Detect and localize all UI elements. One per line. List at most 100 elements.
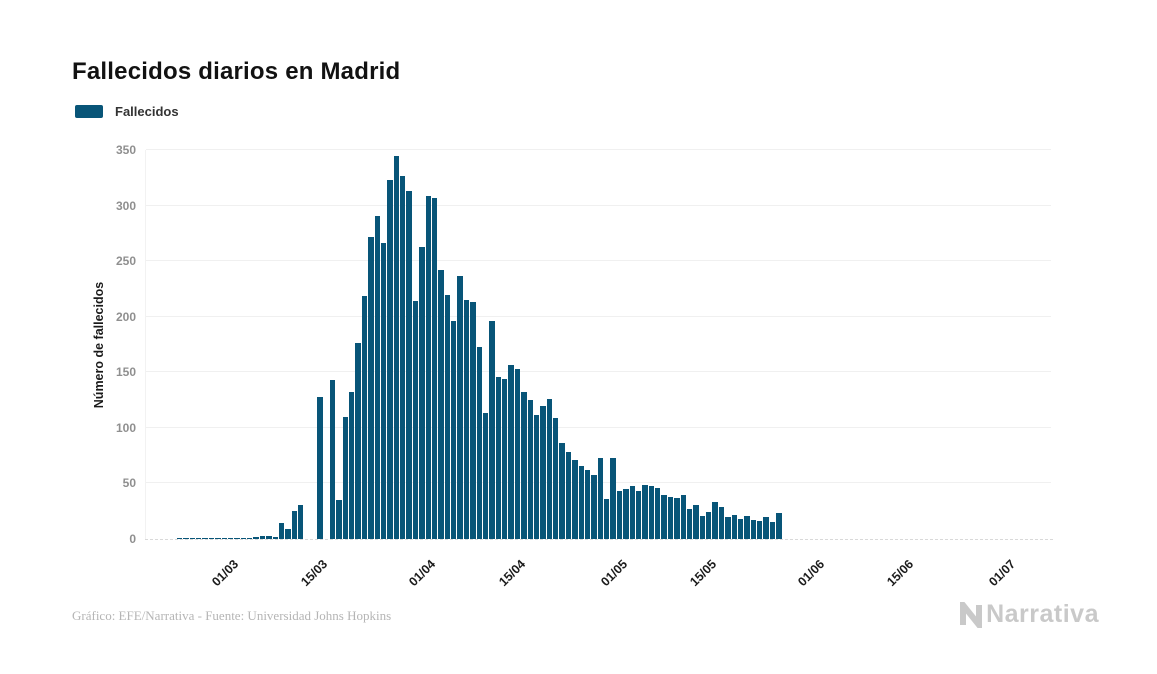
bar[interactable]	[629, 485, 635, 539]
bar[interactable]	[635, 491, 642, 539]
bar[interactable]	[533, 414, 540, 539]
bar[interactable]	[616, 491, 623, 539]
bar[interactable]	[502, 378, 508, 539]
bar[interactable]	[648, 485, 654, 539]
bar[interactable]	[642, 484, 648, 539]
bar[interactable]	[744, 515, 750, 539]
bar[interactable]	[578, 465, 584, 539]
bar[interactable]	[527, 400, 533, 539]
bar[interactable]	[757, 521, 763, 539]
bar[interactable]	[400, 175, 406, 539]
bar[interactable]	[686, 509, 693, 539]
bar[interactable]	[750, 520, 756, 539]
bar[interactable]	[266, 535, 272, 539]
legend-item-fallecidos[interactable]: Fallecidos	[75, 104, 179, 119]
bar[interactable]	[247, 537, 253, 539]
bar[interactable]	[196, 537, 202, 539]
bar[interactable]	[559, 443, 565, 539]
bar[interactable]	[176, 537, 183, 539]
bar[interactable]	[725, 516, 731, 539]
bar[interactable]	[272, 536, 278, 539]
bar[interactable]	[463, 300, 470, 539]
bar[interactable]	[240, 537, 246, 539]
bar[interactable]	[769, 522, 776, 539]
bar[interactable]	[380, 243, 387, 539]
bar[interactable]	[183, 537, 189, 539]
bar[interactable]	[202, 537, 208, 539]
bar[interactable]	[234, 537, 240, 539]
bar[interactable]	[451, 321, 457, 539]
bar[interactable]	[349, 392, 355, 539]
bar[interactable]	[674, 497, 680, 539]
bar[interactable]	[553, 417, 559, 539]
source-credit: Gráfico: EFE/Narrativa - Fuente: Univers…	[72, 608, 392, 623]
bar[interactable]	[699, 515, 705, 539]
bar[interactable]	[693, 504, 699, 539]
bar[interactable]	[610, 457, 616, 539]
bar[interactable]	[298, 504, 304, 539]
bar[interactable]	[387, 180, 393, 539]
bar[interactable]	[604, 499, 610, 539]
bar[interactable]	[737, 519, 744, 539]
bar[interactable]	[368, 236, 374, 539]
bar[interactable]	[393, 155, 399, 539]
bar[interactable]	[623, 489, 629, 539]
bar[interactable]	[253, 536, 259, 539]
narrativa-logo: Narrativa	[958, 600, 1099, 629]
bar[interactable]	[565, 452, 572, 539]
bar[interactable]	[336, 500, 342, 539]
bar[interactable]	[470, 302, 476, 539]
bar[interactable]	[489, 321, 495, 539]
bar[interactable]	[208, 537, 215, 539]
bar[interactable]	[540, 405, 546, 539]
bar[interactable]	[221, 537, 227, 539]
brand-name: Narrativa	[986, 600, 1099, 628]
bar[interactable]	[259, 535, 266, 539]
bar[interactable]	[495, 376, 501, 539]
bar[interactable]	[584, 470, 591, 539]
bar[interactable]	[718, 506, 725, 539]
bar[interactable]	[374, 215, 380, 539]
bar[interactable]	[667, 496, 674, 539]
bar[interactable]	[731, 514, 737, 539]
bar[interactable]	[355, 343, 361, 539]
bar[interactable]	[329, 380, 336, 539]
bar[interactable]	[431, 197, 438, 539]
bar[interactable]	[508, 364, 514, 539]
bar[interactable]	[572, 460, 578, 539]
bar[interactable]	[712, 502, 718, 539]
bar[interactable]	[342, 416, 348, 539]
bar[interactable]	[514, 368, 521, 539]
bar[interactable]	[291, 511, 297, 539]
bar[interactable]	[476, 346, 482, 539]
bar[interactable]	[285, 529, 291, 539]
bar[interactable]	[438, 270, 444, 539]
bar[interactable]	[317, 396, 323, 539]
bar[interactable]	[406, 191, 412, 539]
bar[interactable]	[444, 294, 450, 539]
bar[interactable]	[521, 392, 527, 539]
bar[interactable]	[189, 537, 195, 539]
bar[interactable]	[482, 413, 489, 539]
bar[interactable]	[706, 512, 712, 539]
bar[interactable]	[680, 494, 686, 539]
bar[interactable]	[278, 523, 285, 539]
bar[interactable]	[591, 474, 597, 539]
bar[interactable]	[597, 457, 603, 539]
bar[interactable]	[655, 487, 661, 539]
y-tick-label-150: 150	[115, 365, 136, 380]
bar[interactable]	[412, 301, 419, 539]
bar[interactable]	[419, 246, 425, 539]
bar[interactable]	[361, 295, 368, 539]
gridline-y-150	[146, 371, 1051, 373]
y-axis-tick-labels: 0 50 100 150 200 250 300 350	[0, 143, 136, 546]
bar[interactable]	[227, 537, 234, 539]
bar[interactable]	[776, 513, 782, 539]
bar[interactable]	[763, 516, 769, 539]
bar[interactable]	[546, 398, 552, 539]
bar[interactable]	[457, 275, 463, 539]
bar[interactable]	[215, 537, 221, 539]
x-tick-label-01-07: 01/07	[986, 557, 1019, 590]
bar[interactable]	[425, 195, 431, 539]
bar[interactable]	[661, 494, 667, 539]
